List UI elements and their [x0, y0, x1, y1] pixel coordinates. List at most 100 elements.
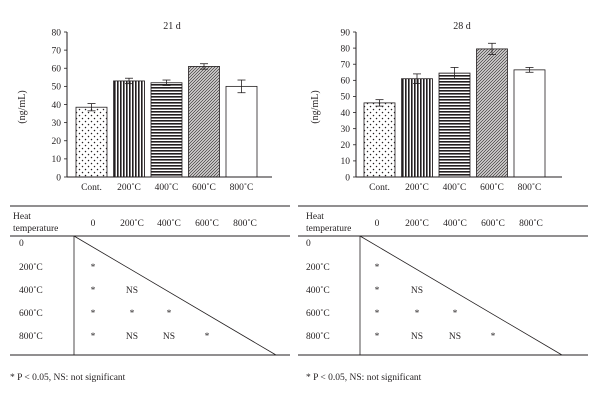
- table-21d-row-label: 200˚C: [19, 262, 43, 273]
- chart-28d-x-tick-label: 800˚C: [518, 182, 542, 193]
- table-21d-column-headers: 0 200˚C 400˚C 600˚C 800˚C: [91, 218, 257, 229]
- table-28d-header-label-1: Heat: [306, 212, 324, 222]
- table-21d-cell: *: [205, 332, 210, 342]
- chart-28d-bars: [363, 42, 546, 178]
- table-21d-cell: NS: [163, 332, 175, 342]
- table-21d-row-label: 800˚C: [19, 331, 43, 342]
- chart-21d-x-tick-label: 600˚C: [192, 182, 216, 193]
- chart-21d-y-tick-label: 40: [52, 101, 62, 111]
- chart-21d-bar-0: [75, 106, 108, 178]
- chart-28d-y-tick-label: 70: [341, 61, 351, 71]
- chart-21d-error-bar-1: [125, 77, 133, 85]
- chart-21d-y-tick-label: 70: [52, 46, 62, 56]
- table-21d-column-header: 600˚C: [195, 218, 219, 229]
- table-21d-row-label: 0: [19, 239, 24, 249]
- table-28d-row-label: 800˚C: [306, 331, 330, 342]
- chart-28d-y-tick-label: 50: [341, 93, 351, 103]
- table-28d-cell: *: [453, 309, 458, 319]
- chart-28d-y-tick-label: 60: [341, 77, 351, 87]
- chart-21d-y-tick-label: 20: [52, 137, 62, 147]
- table-28d-diagonal: [359, 235, 563, 356]
- chart-28d-x-tick-label: Cont.: [369, 183, 390, 193]
- table-28d-column-header: 400˚C: [443, 218, 467, 229]
- table-21d-header-label-1: Heat: [13, 212, 31, 222]
- table-28d-row-label: 200˚C: [306, 262, 330, 273]
- chart-21d-bar-3: [188, 66, 220, 178]
- table-21d-cell: *: [91, 332, 96, 342]
- table-28d-row-label: 400˚C: [306, 285, 330, 296]
- table-28d-column-header: 800˚C: [519, 218, 543, 229]
- table-21d-cells: * * NS * * * * NS NS *: [91, 263, 210, 342]
- table-21d-cell: *: [91, 309, 96, 319]
- table-21d-cell: *: [91, 286, 96, 296]
- table-21d-column-header: 800˚C: [233, 218, 257, 229]
- table-28d-cell: *: [375, 286, 380, 296]
- table-21d-row-label: 600˚C: [19, 308, 43, 319]
- chart-21d-y-tick-label: 0: [56, 173, 61, 183]
- chart-28d-y-tick-label: 80: [341, 44, 351, 54]
- chart-28d-error-bar-0: [375, 99, 384, 107]
- chart-28d-x-tick-label: 400˚C: [443, 182, 467, 193]
- chart-28d-y-tick-label: 20: [341, 141, 351, 151]
- table-28d-row-label: 0: [306, 239, 311, 249]
- table-28d-cells: * * NS * * * * NS NS *: [375, 263, 496, 342]
- table-28d-column-headers: 0 200˚C 400˚C 600˚C 800˚C: [375, 218, 543, 229]
- chart-28d-bar-1: [401, 78, 433, 178]
- table-28d-cell: NS: [449, 332, 461, 342]
- chart-28d-bar-4: [513, 69, 546, 178]
- chart-28d: 28 d (ng/mL) 0 10 20 30 40 50 60 70 80 90 Cont. 20…: [310, 21, 562, 193]
- chart-28d-error-bar-3: [488, 42, 496, 55]
- chart-21d-bar-2: [150, 82, 183, 178]
- chart-28d-y-ticks: 0 10 20 30 40 50 60 70 80 90: [341, 28, 356, 183]
- chart-21d-y-tick-label: 60: [52, 65, 62, 75]
- table-28d-cell: *: [491, 332, 496, 342]
- chart-21d-error-bar-4: [237, 79, 246, 94]
- chart-28d-y-tick-label: 0: [345, 173, 350, 183]
- chart-21d-error-bar-2: [162, 79, 171, 86]
- table-28d-footnote: * P < 0.05, NS: not significant: [306, 372, 422, 383]
- chart-28d-x-tick-label: 200˚C: [405, 182, 429, 193]
- table-21d-row-labels: 0 200˚C 400˚C 600˚C 800˚C: [19, 239, 43, 342]
- chart-21d-x-tick-label: 400˚C: [155, 182, 179, 193]
- table-21d-diagonal: [73, 235, 277, 356]
- table-28d-cell: NS: [411, 332, 423, 342]
- chart-28d-bar-3: [476, 48, 508, 178]
- chart-28d-y-tick-label: 40: [341, 109, 351, 119]
- table-21d-cell: *: [130, 309, 135, 319]
- chart-21d-y-tick-label: 10: [52, 155, 62, 165]
- chart-21d-error-bar-3: [200, 63, 208, 70]
- chart-28d-y-tick-label: 30: [341, 125, 351, 135]
- significance-table-21d: Heat temperature 0 200˚C 400˚C 600˚C 800˚C 0…: [10, 205, 290, 383]
- table-28d-cell: *: [375, 263, 380, 273]
- table-28d-cell: NS: [411, 286, 423, 296]
- table-21d-row-label: 400˚C: [19, 285, 43, 296]
- chart-28d-error-bar-1: [413, 73, 421, 84]
- table-28d-column-header: 600˚C: [481, 218, 505, 229]
- chart-21d-x-tick-label: 800˚C: [230, 182, 254, 193]
- table-28d-cell: *: [375, 332, 380, 342]
- table-21d-column-header: 0: [91, 219, 96, 229]
- chart-21d-bar-1: [113, 80, 145, 178]
- table-28d-column-header: 200˚C: [405, 218, 429, 229]
- table-28d-column-header: 0: [375, 219, 380, 229]
- table-21d-column-header: 400˚C: [157, 218, 181, 229]
- chart-28d-x-ticks: Cont. 200˚C 400˚C 600˚C 800˚C: [369, 182, 541, 193]
- chart-21d: 21 d (ng/mL) 0 10 20 30 40 50 60 70 80 Cont. 200˚…: [17, 21, 272, 193]
- table-21d-header-label-2: temperature: [13, 224, 58, 234]
- table-28d-row-label: 600˚C: [306, 308, 330, 319]
- table-28d-cell: *: [375, 309, 380, 319]
- chart-28d-bar-0: [363, 102, 396, 178]
- chart-21d-y-tick-label: 80: [52, 28, 62, 38]
- table-21d-cell: *: [167, 309, 172, 319]
- chart-21d-title: 21 d: [163, 21, 181, 32]
- table-21d-cell: *: [91, 263, 96, 273]
- chart-28d-bar-2: [438, 72, 471, 178]
- chart-28d-error-bar-2: [450, 67, 459, 80]
- table-28d-cell: *: [415, 309, 420, 319]
- chart-28d-x-tick-label: 600˚C: [480, 182, 504, 193]
- chart-21d-x-tick-label: Cont.: [81, 183, 102, 193]
- chart-28d-title: 28 d: [453, 21, 471, 32]
- table-21d-cell: NS: [126, 286, 138, 296]
- table-21d-cell: NS: [126, 332, 138, 342]
